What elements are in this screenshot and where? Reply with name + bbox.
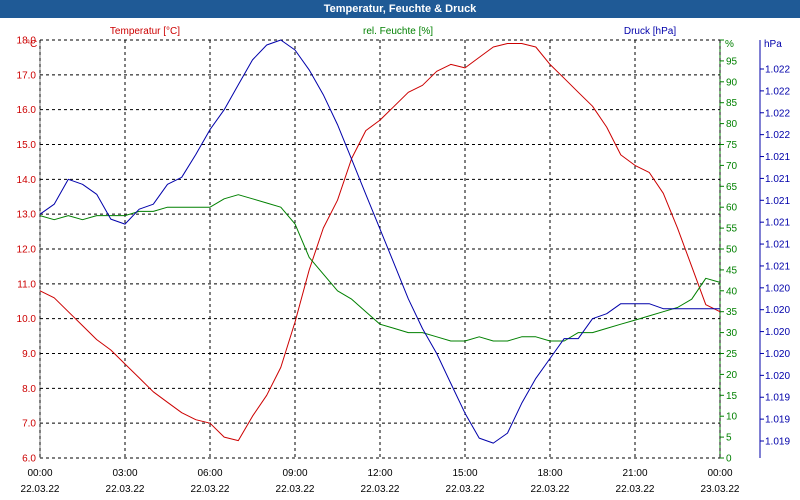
pressure-tick-label: 1.021: [765, 240, 790, 251]
temperature-tick-labels: 18.0 17.0 16.0 15.0 14.0 13.0 12.0 11.0 10.0 9.0 8…: [17, 36, 37, 465]
x-tick-time-label: 06:00: [197, 468, 222, 479]
pressure-tick-labels: 1.022 1.022 1.022 1.022 1.021 1.021 1.021 1.021…: [760, 65, 790, 448]
pressure-tick-label: 1.022: [765, 65, 790, 76]
x-tick-date-label: 22.03.22: [106, 484, 145, 495]
chart-title: Temperatur, Feuchte & Druck: [0, 0, 800, 18]
humidity-tick-label: 35: [726, 307, 738, 318]
x-tick-date-label: 22.03.22: [276, 484, 315, 495]
pressure-tick-label: 1.021: [765, 196, 790, 207]
temperature-series-line: [39, 43, 721, 442]
x-tick-time-label: 00:00: [27, 468, 52, 479]
pressure-series-line: [39, 39, 720, 444]
pressure-unit-label: hPa: [764, 39, 782, 50]
humidity-tick-label: 95: [726, 56, 738, 67]
humidity-tick-label: 85: [726, 98, 738, 109]
humidity-series-line: [39, 194, 721, 342]
humidity-tick-label: 75: [726, 140, 738, 151]
pressure-legend: Druck [hPa]: [624, 26, 676, 37]
humidity-tick-label: 20: [726, 370, 738, 381]
temperature-tick-label: 7.0: [22, 419, 36, 430]
x-tick-date-label: 22.03.22: [21, 484, 60, 495]
humidity-tick-label: 70: [726, 161, 738, 172]
pressure-tick-label: 1.021: [765, 218, 790, 229]
humidity-unit-label: %: [725, 39, 734, 50]
x-tick-time-label: 03:00: [112, 468, 137, 479]
pressure-tick-label: 1.019: [765, 437, 790, 448]
temperature-tick-label: 16.0: [17, 105, 37, 116]
humidity-tick-label: 30: [726, 328, 738, 339]
x-tick-date-label: 22.03.22: [446, 484, 485, 495]
temperature-unit-label: °C: [26, 39, 37, 50]
humidity-tick-label: 40: [726, 286, 738, 297]
x-tick-time-label: 00:00: [707, 468, 732, 479]
humidity-legend: rel. Feuchte [%]: [363, 26, 433, 37]
x-tick-date-label: 22.03.22: [361, 484, 400, 495]
x-tick-date-label: 23.03.22: [701, 484, 740, 495]
temperature-tick-label: 15.0: [17, 140, 37, 151]
temperature-tick-label: 6.0: [22, 454, 36, 465]
pressure-tick-label: 1.020: [765, 327, 790, 338]
humidity-tick-label: 0: [726, 454, 732, 465]
pressure-tick-label: 1.020: [765, 371, 790, 382]
chart-svg: 18.0 17.0 16.0 15.0 14.0 13.0 12.0 11.0 10.0 9.0 8…: [17, 26, 791, 495]
temperature-tick-label: 12.0: [17, 245, 37, 256]
grid: [39, 39, 721, 459]
pressure-tick-label: 1.022: [765, 130, 790, 141]
pressure-tick-label: 1.021: [765, 152, 790, 163]
temperature-tick-label: 10.0: [17, 314, 37, 325]
humidity-tick-label: 65: [726, 182, 738, 193]
pressure-tick-label: 1.022: [765, 108, 790, 119]
series-layer: [39, 39, 721, 444]
pressure-tick-label: 1.020: [765, 349, 790, 360]
humidity-tick-label: 15: [726, 391, 738, 402]
temperature-tick-label: 14.0: [17, 175, 37, 186]
humidity-tick-label: 90: [726, 77, 738, 88]
temperature-tick-label: 18.0: [17, 36, 37, 47]
pressure-tick-label: 1.021: [765, 261, 790, 272]
humidity-tick-label: 55: [726, 224, 738, 235]
x-tick-labels: 00:00 22.03.22 03:00 22.03.22 06:00 22.03.22 0…: [21, 468, 740, 495]
humidity-tick-label: 50: [726, 245, 738, 256]
temperature-tick-label: 13.0: [17, 210, 37, 221]
pressure-tick-label: 1.019: [765, 415, 790, 426]
pressure-tick-label: 1.020: [765, 305, 790, 316]
pressure-tick-label: 1.022: [765, 86, 790, 97]
humidity-tick-label: 5: [726, 433, 732, 444]
pressure-tick-label: 1.019: [765, 393, 790, 404]
x-tick-time-label: 15:00: [452, 468, 477, 479]
pressure-tick-label: 1.021: [765, 174, 790, 185]
pressure-tick-label: 1.020: [765, 283, 790, 294]
x-tick-time-label: 12:00: [367, 468, 392, 479]
humidity-tick-label: 10: [726, 412, 738, 423]
temperature-tick-label: 17.0: [17, 70, 37, 81]
humidity-tick-label: 80: [726, 119, 738, 130]
temperature-tick-label: 9.0: [22, 349, 36, 360]
humidity-tick-label: 45: [726, 265, 738, 276]
x-tick-time-label: 18:00: [537, 468, 562, 479]
x-tick-date-label: 22.03.22: [531, 484, 570, 495]
x-tick-date-label: 22.03.22: [191, 484, 230, 495]
temperature-tick-label: 11.0: [17, 279, 36, 290]
humidity-tick-label: 25: [726, 349, 738, 360]
x-tick-time-label: 09:00: [282, 468, 307, 479]
humidity-tick-label: 60: [726, 203, 738, 214]
temperature-legend: Temperatur [°C]: [110, 26, 180, 37]
x-tick-time-label: 21:00: [622, 468, 647, 479]
temperature-tick-label: 8.0: [22, 384, 36, 395]
x-tick-date-label: 22.03.22: [616, 484, 655, 495]
